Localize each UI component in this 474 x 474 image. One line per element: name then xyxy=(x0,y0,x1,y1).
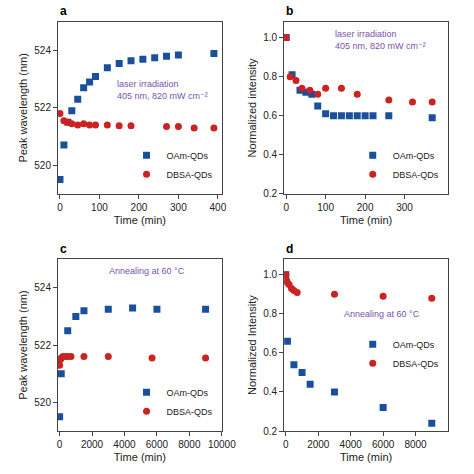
svg-text:6000: 6000 xyxy=(372,439,395,450)
svg-text:524: 524 xyxy=(34,45,51,56)
svg-text:0.4: 0.4 xyxy=(263,149,277,160)
svg-text:4000: 4000 xyxy=(113,439,136,450)
svg-text:400: 400 xyxy=(210,202,227,213)
svg-text:Time (min): Time (min) xyxy=(114,451,166,463)
svg-text:DBSA-QDs: DBSA-QDs xyxy=(393,170,439,180)
svg-text:Time (min): Time (min) xyxy=(340,451,392,463)
svg-text:DBSA-QDs: DBSA-QDs xyxy=(167,170,213,180)
svg-text:Annealing at 60 °C: Annealing at 60 °C xyxy=(109,266,185,276)
svg-text:Time (min): Time (min) xyxy=(340,214,392,226)
svg-text:8000: 8000 xyxy=(404,439,427,450)
svg-text:8000: 8000 xyxy=(178,439,201,450)
svg-text:0.6: 0.6 xyxy=(263,347,277,358)
svg-text:4000: 4000 xyxy=(340,439,363,450)
svg-text:DBSA-QDs: DBSA-QDs xyxy=(393,359,439,369)
svg-text:d: d xyxy=(286,242,293,256)
svg-text:laser irradiation405 nm, 820 m: laser irradiation405 nm, 820 mW cm⁻² xyxy=(335,29,426,51)
svg-text:2000: 2000 xyxy=(307,439,330,450)
svg-text:0: 0 xyxy=(283,439,289,450)
svg-text:Peak wavelength (nm): Peak wavelength (nm) xyxy=(17,290,29,399)
svg-text:Normalized intensity: Normalized intensity xyxy=(246,58,258,158)
svg-text:524: 524 xyxy=(34,282,51,293)
svg-text:100: 100 xyxy=(91,202,108,213)
svg-text:522: 522 xyxy=(34,340,51,351)
svg-text:OAm-QDs: OAm-QDs xyxy=(393,151,435,161)
svg-text:c: c xyxy=(60,242,67,256)
svg-text:100: 100 xyxy=(317,202,334,213)
svg-text:522: 522 xyxy=(34,102,51,113)
svg-text:0.8: 0.8 xyxy=(263,71,277,82)
svg-text:1.0: 1.0 xyxy=(263,32,277,43)
svg-text:10000: 10000 xyxy=(208,439,236,450)
svg-text:1.0: 1.0 xyxy=(263,269,277,280)
svg-text:OAm-QDs: OAm-QDs xyxy=(167,388,209,398)
svg-text:300: 300 xyxy=(170,202,187,213)
svg-text:DBSA-QDs: DBSA-QDs xyxy=(167,407,213,417)
svg-text:OAm-QDs: OAm-QDs xyxy=(167,151,209,161)
svg-text:0.4: 0.4 xyxy=(263,386,277,397)
svg-text:OAm-QDs: OAm-QDs xyxy=(393,340,435,350)
svg-text:Time (min): Time (min) xyxy=(114,214,166,226)
svg-text:520: 520 xyxy=(34,160,51,171)
svg-text:200: 200 xyxy=(131,202,148,213)
svg-text:2000: 2000 xyxy=(81,439,104,450)
svg-text:6000: 6000 xyxy=(146,439,169,450)
svg-text:0.6: 0.6 xyxy=(263,110,277,121)
svg-text:laser irradiation405 nm, 820 m: laser irradiation405 nm, 820 mW cm⁻² xyxy=(117,79,208,101)
svg-text:0.8: 0.8 xyxy=(263,308,277,319)
svg-text:Peak wavelength (nm): Peak wavelength (nm) xyxy=(17,53,29,162)
svg-text:Annealing at 60 °C: Annealing at 60 °C xyxy=(344,309,420,319)
svg-text:0.2: 0.2 xyxy=(263,426,277,437)
svg-text:300: 300 xyxy=(396,202,413,213)
svg-text:520: 520 xyxy=(34,397,51,408)
svg-text:0: 0 xyxy=(57,202,63,213)
svg-text:0: 0 xyxy=(57,439,63,450)
svg-text:0.2: 0.2 xyxy=(263,188,277,199)
svg-text:b: b xyxy=(286,4,293,18)
svg-text:200: 200 xyxy=(357,202,374,213)
svg-text:0: 0 xyxy=(283,202,289,213)
svg-text:Normalized Intensity: Normalized Intensity xyxy=(246,295,258,395)
svg-text:a: a xyxy=(60,4,67,18)
